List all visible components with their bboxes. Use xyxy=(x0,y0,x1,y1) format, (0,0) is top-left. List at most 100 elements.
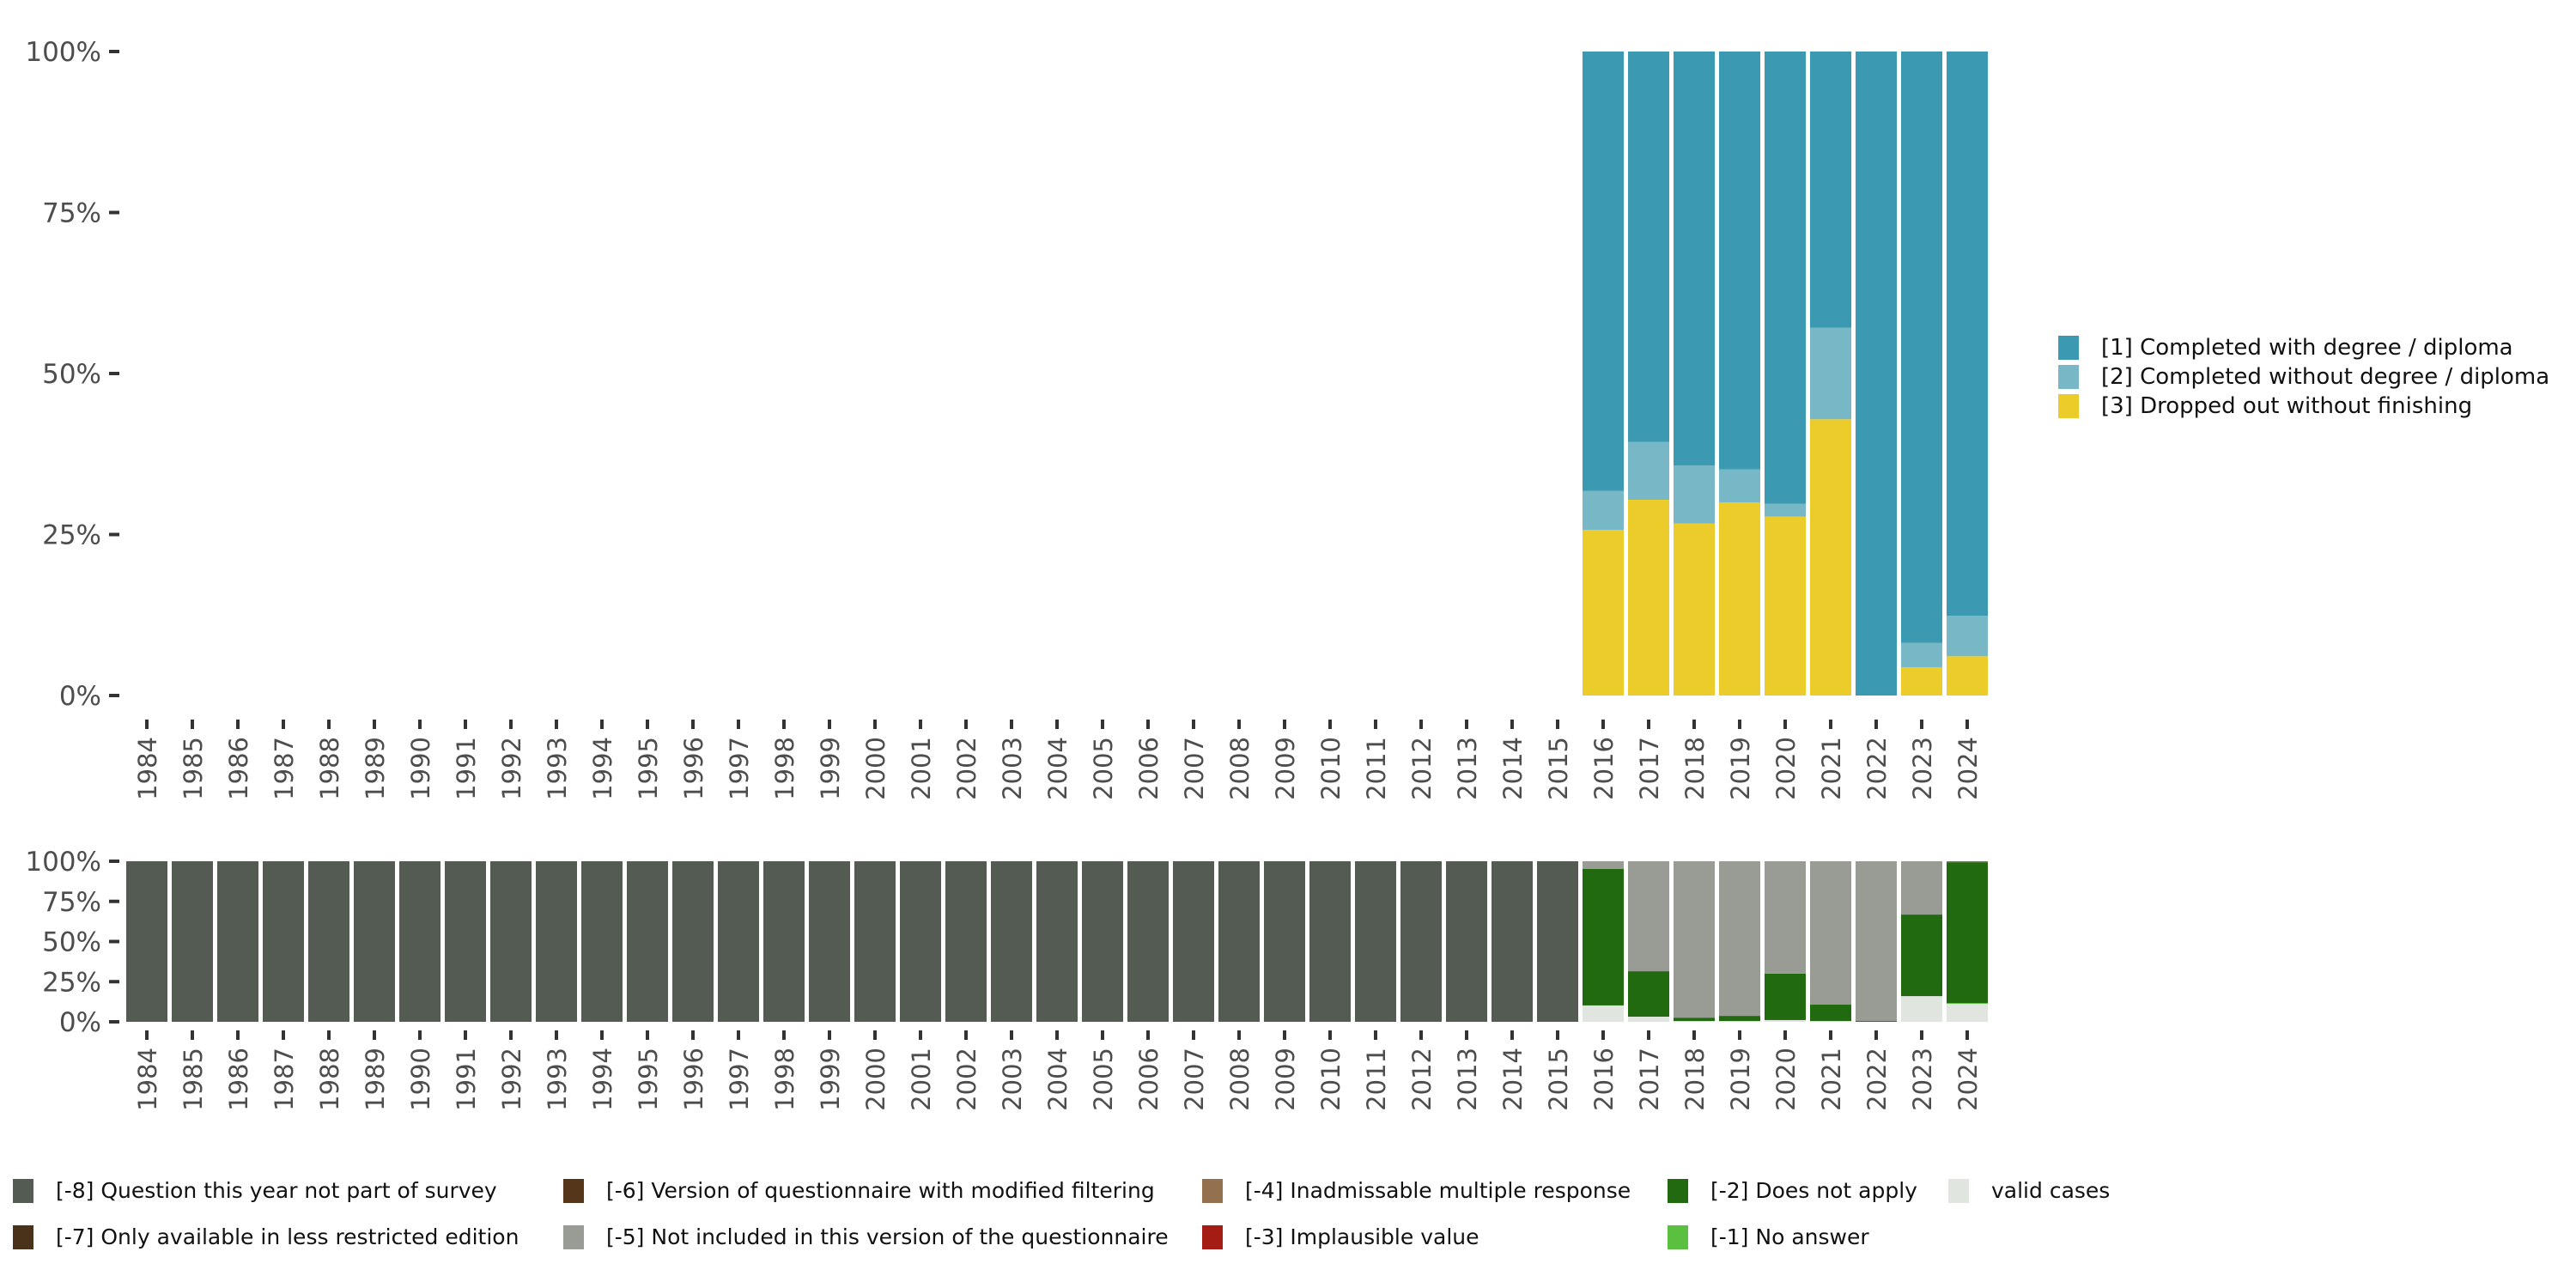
bar-segment-2023 xyxy=(1901,642,1942,667)
bar-segment-2021 xyxy=(1810,1004,1851,1022)
bar-segment-2017 xyxy=(1628,500,1669,696)
bar-segment-1993 xyxy=(536,861,577,1022)
x-tick-label: 1985 xyxy=(179,737,208,800)
x-tick-label: 1986 xyxy=(224,737,253,800)
x-tick-label: 2014 xyxy=(1498,1048,1528,1111)
legend-swatch xyxy=(2058,365,2079,389)
legend-item: [-7] Only available in less restricted e… xyxy=(13,1224,519,1249)
legend-swatch xyxy=(13,1224,33,1249)
x-tick-label: 2018 xyxy=(1680,737,1710,800)
x-tick-label: 1984 xyxy=(133,1048,162,1111)
x-tick-label: 2017 xyxy=(1635,737,1664,800)
legend-swatch xyxy=(1948,1178,1969,1203)
x-tick-label: 2005 xyxy=(1089,737,1118,800)
legend-swatch xyxy=(13,1178,33,1203)
bar-segment-2016 xyxy=(1583,1005,1624,1022)
y-tick-label: 0% xyxy=(59,681,101,712)
x-tick-label: 2022 xyxy=(1862,1048,1892,1111)
bar-segment-2003 xyxy=(991,861,1032,1022)
x-tick-label: 1987 xyxy=(270,737,299,800)
x-tick-label: 2002 xyxy=(952,737,981,800)
legend-label: [-6] Version of questionnaire with modif… xyxy=(606,1178,1155,1203)
y-tick-label: 50% xyxy=(42,359,101,390)
bar-segment-2019 xyxy=(1719,52,1760,470)
x-tick-label: 2016 xyxy=(1589,1048,1619,1111)
legend-label: [1] Completed with degree / diploma xyxy=(2101,335,2513,361)
legend-item: [-2] Does not apply xyxy=(1668,1178,1917,1203)
x-tick-label: 1986 xyxy=(224,1048,253,1111)
bar-segment-2008 xyxy=(1218,861,1260,1022)
y-tick-label: 75% xyxy=(42,198,101,229)
x-tick-label: 2006 xyxy=(1134,737,1163,800)
bar-segment-2024 xyxy=(1947,52,1988,616)
bar-segment-2018 xyxy=(1674,523,1715,696)
x-tick-label: 1995 xyxy=(634,737,663,800)
x-tick-label: 1991 xyxy=(452,1048,481,1111)
bar-segment-2018 xyxy=(1674,52,1715,466)
bar-segment-1994 xyxy=(581,861,623,1022)
bar-segment-1985 xyxy=(172,861,213,1022)
bar-segment-2016 xyxy=(1583,530,1624,696)
bar-segment-2018 xyxy=(1674,1021,1715,1022)
x-tick-label: 2006 xyxy=(1134,1048,1163,1111)
x-tick-label: 1989 xyxy=(361,1048,390,1111)
bar-segment-2024 xyxy=(1947,656,1988,696)
bar-segment-2024 xyxy=(1947,616,1988,657)
bar-segment-2024 xyxy=(1947,862,1988,1004)
x-tick-label: 2021 xyxy=(1817,1048,1846,1111)
bar-segment-1989 xyxy=(354,861,395,1022)
y-tick-label: 50% xyxy=(42,927,101,958)
x-tick-label: 2017 xyxy=(1635,1048,1664,1111)
x-tick-label: 1990 xyxy=(406,1048,435,1111)
bar-segment-1990 xyxy=(399,861,440,1022)
bar-segment-2017 xyxy=(1628,441,1669,500)
legend-label: valid cases xyxy=(1991,1178,2111,1203)
legend-label: [-4] Inadmissable multiple response xyxy=(1245,1178,1631,1203)
x-tick-label: 1997 xyxy=(725,737,754,800)
legend-item: [1] Completed with degree / diploma xyxy=(2058,335,2513,361)
x-tick-label: 1993 xyxy=(543,737,572,800)
legend-swatch xyxy=(2058,336,2079,360)
bar-segment-2018 xyxy=(1674,861,1715,1018)
legend-label: [-2] Does not apply xyxy=(1710,1178,1917,1203)
bar-segment-2019 xyxy=(1719,469,1760,502)
x-tick-label: 1996 xyxy=(679,1048,708,1111)
x-tick-label: 2011 xyxy=(1362,737,1391,800)
x-tick-label: 2000 xyxy=(861,1048,890,1111)
x-tick-label: 2023 xyxy=(1908,737,1937,800)
bar-segment-1986 xyxy=(217,861,258,1022)
x-tick-label: 1984 xyxy=(133,737,162,800)
bar-segment-2022 xyxy=(1856,861,1897,1022)
bar-segment-2021 xyxy=(1810,327,1851,420)
x-tick-label: 2009 xyxy=(1271,1048,1300,1111)
x-tick-label: 2003 xyxy=(998,737,1027,800)
x-tick-label: 2013 xyxy=(1453,1048,1482,1111)
x-tick-label: 2012 xyxy=(1407,1048,1437,1111)
bar-segment-2021 xyxy=(1810,861,1851,1005)
x-tick-label: 1997 xyxy=(725,1048,754,1111)
x-tick-label: 2004 xyxy=(1043,1048,1072,1111)
bar-segment-2005 xyxy=(1082,861,1123,1022)
x-tick-label: 2012 xyxy=(1407,737,1437,800)
bar-segment-2021 xyxy=(1810,419,1851,696)
legend-item: valid cases xyxy=(1948,1178,2110,1203)
bar-segment-2020 xyxy=(1765,1019,1806,1022)
x-tick-label: 1987 xyxy=(270,1048,299,1111)
x-tick-label: 1999 xyxy=(816,737,845,800)
x-tick-label: 2023 xyxy=(1908,1048,1937,1111)
x-tick-label: 2021 xyxy=(1817,737,1846,800)
x-tick-label: 1993 xyxy=(543,1048,572,1111)
legend-swatch xyxy=(563,1178,584,1203)
bar-segment-2023 xyxy=(1901,914,1942,997)
legend-item: [-3] Implausible value xyxy=(1202,1224,1479,1249)
bar-segment-2017 xyxy=(1628,52,1669,442)
bar-segment-2001 xyxy=(900,861,941,1022)
bar-segment-2023 xyxy=(1901,861,1942,915)
x-tick-label: 2011 xyxy=(1362,1048,1391,1111)
bar-segment-2017 xyxy=(1628,1017,1669,1022)
bar-segment-2023 xyxy=(1901,52,1942,643)
bar-segment-2014 xyxy=(1492,861,1533,1022)
bar-segment-1997 xyxy=(718,861,759,1022)
bar-segment-2020 xyxy=(1765,503,1806,517)
bar-segment-2023 xyxy=(1901,996,1942,1022)
